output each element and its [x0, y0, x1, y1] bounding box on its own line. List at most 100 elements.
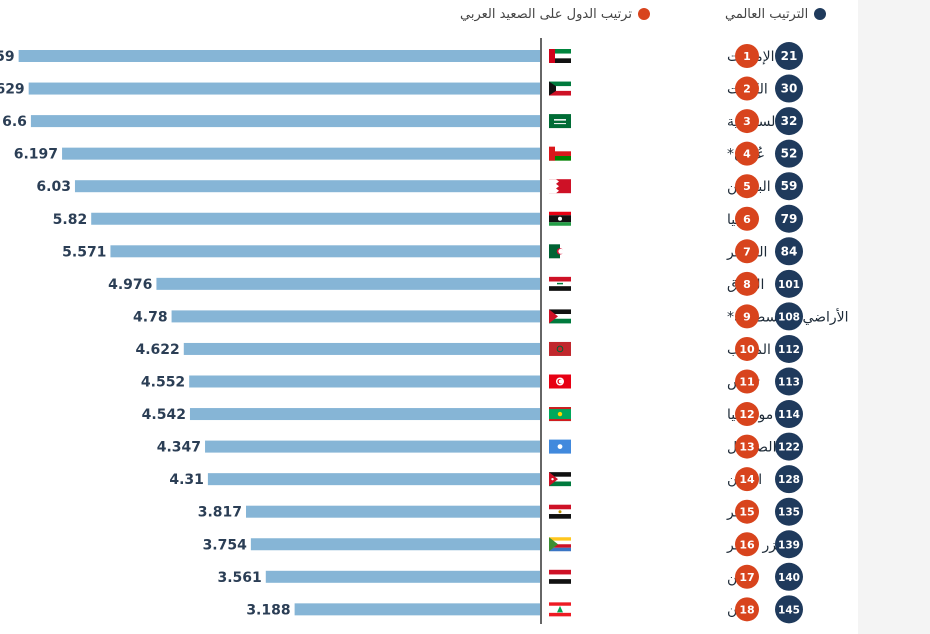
right-margin-strip	[858, 0, 930, 634]
value-label-13: 4.347	[157, 440, 201, 456]
world-rank-text-16: 139	[778, 539, 800, 551]
world-rank-text-11: 113	[778, 377, 800, 389]
world-rank-text-7: 84	[781, 244, 798, 258]
arab-rank-text-10: 10	[739, 343, 755, 356]
world-rank-badge-4	[775, 139, 803, 168]
value-label-9: 4.78	[133, 309, 168, 325]
world-rank-badge-2	[775, 74, 803, 103]
algeria-flag-icon	[549, 244, 571, 259]
world-rank-badge-3	[775, 107, 803, 136]
arab-rank-badge-7	[735, 239, 759, 264]
world-rank-badge-1	[775, 42, 803, 70]
bar-2	[28, 82, 540, 95]
bar-5	[74, 180, 541, 193]
bar-8	[156, 277, 541, 290]
bar-4	[62, 147, 541, 160]
world-rank-text-5: 59	[781, 179, 798, 193]
bahrain-flag-icon	[549, 179, 571, 194]
value-label-5: 6.03	[36, 179, 71, 195]
bar-15	[246, 505, 540, 518]
arab-rank-text-7: 7	[743, 245, 751, 258]
palestine-flag-icon	[549, 309, 571, 324]
arab-rank-badge-5	[735, 174, 759, 199]
lebanon-flag-icon	[549, 602, 571, 617]
legend-world-rank-label: الترتيب العالمي	[725, 6, 809, 22]
world-rank-badge-8	[775, 269, 803, 298]
bar-18	[294, 603, 540, 616]
bar-7	[110, 245, 540, 258]
arab-rank-dot-icon	[637, 8, 650, 20]
arab-rank-text-3: 3	[743, 115, 751, 128]
world-rank-badge-9	[775, 302, 803, 331]
value-label-16: 3.754	[203, 537, 248, 553]
world-rank-dot-icon	[814, 8, 827, 20]
world-rank-text-8: 101	[778, 279, 800, 291]
value-label-15: 3.817	[198, 505, 242, 521]
arab-rank-text-1: 1	[743, 50, 751, 63]
arab-rank-text-4: 4	[743, 148, 751, 161]
value-label-1: 6.759	[0, 49, 15, 65]
bar-3	[30, 115, 541, 128]
mauritania-flag-icon	[549, 407, 571, 422]
value-label-7: 5.571	[62, 244, 106, 260]
arab-rank-badge-18	[735, 597, 759, 622]
world-rank-text-17: 140	[778, 572, 800, 584]
arab-rank-text-6: 6	[743, 213, 751, 226]
world-rank-text-4: 52	[781, 147, 798, 161]
arab-rank-text-15: 15	[739, 506, 754, 519]
world-rank-text-14: 128	[778, 474, 800, 486]
value-label-6: 5.82	[53, 212, 88, 228]
bar-6	[91, 212, 540, 225]
legend-world-rank: الترتيب العالمي	[725, 4, 827, 24]
somalia-flag-icon	[549, 439, 571, 454]
bar-13	[205, 440, 540, 453]
oman-flag-icon	[549, 146, 571, 161]
world-rank-text-13: 122	[778, 442, 800, 454]
arab-rank-text-18: 18	[739, 603, 754, 616]
arab-rank-badge-2	[735, 76, 759, 101]
world-rank-text-15: 135	[778, 507, 800, 519]
value-label-10: 4.622	[135, 342, 179, 358]
morocco-flag-icon	[549, 341, 571, 356]
jordan-flag-icon	[549, 472, 571, 487]
arab-rank-badge-9	[735, 304, 759, 329]
bar-16	[250, 538, 540, 551]
arab-rank-badge-6	[735, 206, 759, 231]
bar-10	[183, 342, 540, 355]
uae-flag-icon	[549, 49, 571, 63]
comoros-flag-icon	[549, 537, 571, 552]
world-rank-badge-12	[775, 400, 803, 429]
arab-rank-text-13: 13	[739, 441, 754, 454]
world-rank-text-1: 21	[781, 49, 798, 63]
arab-rank-badge-11	[735, 369, 759, 394]
world-rank-text-12: 114	[778, 409, 800, 421]
arab-rank-text-11: 11	[739, 376, 754, 389]
arab-rank-badge-3	[735, 109, 759, 134]
bar-12	[189, 408, 540, 421]
world-rank-text-3: 32	[781, 114, 798, 128]
arab-rank-badge-12	[735, 402, 759, 427]
bar-9	[171, 310, 540, 323]
value-label-8: 4.976	[108, 277, 152, 293]
world-rank-text-2: 30	[781, 82, 798, 96]
kuwait-flag-icon	[549, 81, 571, 96]
world-rank-text-6: 79	[781, 212, 798, 226]
world-rank-badge-11	[775, 367, 803, 396]
value-label-11: 4.552	[141, 375, 185, 391]
bar-11	[189, 375, 540, 388]
arab-rank-text-2: 2	[743, 83, 751, 96]
bar-17	[265, 570, 540, 583]
egypt-flag-icon	[549, 504, 571, 519]
value-label-18: 3.188	[246, 602, 290, 618]
world-rank-text-10: 112	[778, 344, 800, 356]
yemen-flag-icon	[549, 569, 571, 584]
tunisia-flag-icon	[549, 374, 571, 389]
world-rank-badge-14	[775, 465, 803, 494]
world-rank-badge-18	[775, 595, 803, 624]
arab-rank-badge-4	[735, 141, 759, 166]
world-rank-badge-16	[775, 530, 803, 559]
arab-rank-badge-17	[735, 564, 759, 589]
value-label-12: 4.542	[142, 407, 186, 423]
arab-rank-badge-14	[735, 467, 759, 492]
